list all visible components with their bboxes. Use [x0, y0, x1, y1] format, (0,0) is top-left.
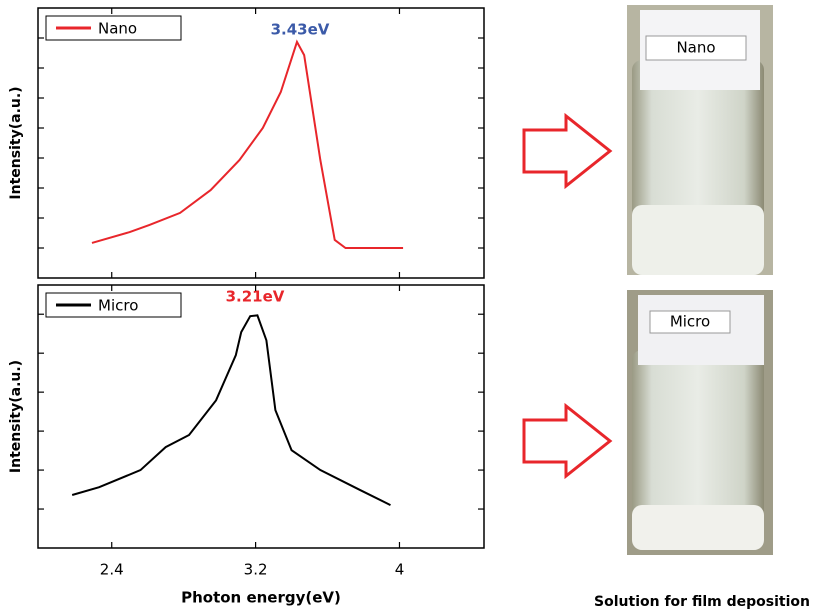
- caption: Solution for film deposition: [594, 594, 810, 610]
- x-axis-label: Photon energy(eV): [181, 589, 341, 607]
- plot-frame: [37, 284, 485, 549]
- y-axis-label: Intensity(a.u.): [8, 86, 24, 199]
- series-line: [91, 39, 404, 249]
- annotation: 3.43eV: [271, 21, 330, 39]
- legend-label: Micro: [98, 297, 138, 315]
- x-tick-label: 2.4: [100, 561, 124, 579]
- y-axis-label: Intensity(a.u.): [8, 360, 24, 473]
- x-tick-label: 4: [395, 561, 405, 579]
- series-line: [71, 314, 391, 507]
- photo-label: Nano: [676, 39, 715, 57]
- x-tick-label: 3.2: [244, 561, 268, 579]
- photo: [627, 290, 773, 555]
- arrow: [522, 402, 613, 480]
- plot-frame: [37, 7, 485, 279]
- photo-label-box: [649, 310, 731, 334]
- arrow: [522, 112, 613, 190]
- annotation: 3.21eV: [226, 288, 285, 306]
- legend-label: Nano: [98, 20, 137, 38]
- photo-label: Micro: [670, 313, 710, 331]
- photo-label-box: [645, 35, 747, 61]
